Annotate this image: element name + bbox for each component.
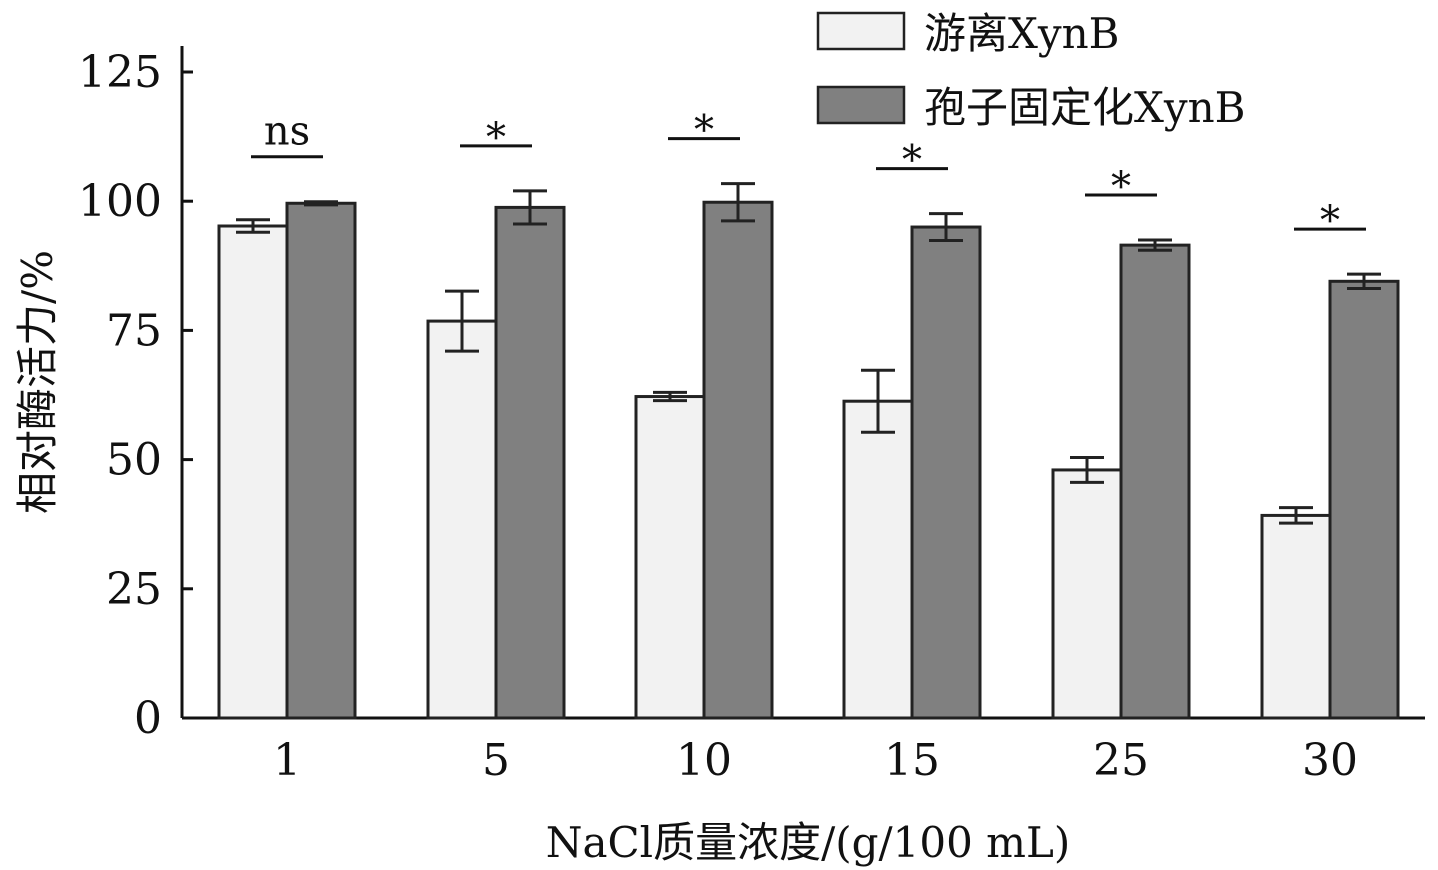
legend: 游离XynB 孢子固定化XynB (816, 9, 1246, 132)
bar-free-5 (426, 319, 498, 720)
x-tick-label: 1 (273, 735, 301, 786)
error-bar (929, 212, 963, 242)
y-tick-label: 0 (134, 693, 162, 744)
y-tick-label: 125 (78, 47, 162, 98)
legend-swatch-immobilized (816, 85, 906, 125)
significance-marker: * (460, 115, 532, 161)
bar-immobilized-5 (494, 205, 566, 720)
legend-label-free: 游离XynB (924, 9, 1120, 58)
error-bar (236, 218, 270, 234)
x-tick-label: 10 (676, 735, 732, 786)
significance-label: * (902, 138, 922, 184)
bars (217, 200, 1400, 720)
y-tick-label: 50 (106, 435, 162, 486)
error-bar (721, 182, 755, 223)
error-bar (653, 390, 687, 403)
bar-free-10 (634, 395, 706, 720)
significance-marker: * (668, 108, 740, 154)
x-axis: 1 5 10 15 25 30 (182, 716, 1425, 786)
error-bar (513, 189, 547, 226)
y-tick-label: 100 (78, 176, 162, 227)
significance-markers: ns * * * * * (251, 108, 1366, 244)
error-bar (1070, 456, 1104, 484)
error-bar (1347, 272, 1381, 291)
bar-immobilized-10 (702, 200, 774, 720)
x-tick-label: 15 (884, 735, 940, 786)
error-bar (445, 289, 479, 353)
bar-immobilized-25 (1119, 243, 1191, 720)
error-bars (236, 182, 1381, 525)
legend-label-immobilized: 孢子固定化XynB (924, 83, 1246, 132)
y-tick-label: 25 (106, 564, 162, 615)
bar-free-30 (1260, 513, 1332, 720)
significance-label: * (694, 108, 714, 154)
significance-label: * (486, 115, 506, 161)
legend-swatch-free (816, 11, 906, 51)
error-bar (861, 368, 895, 434)
bar-immobilized-30 (1328, 279, 1400, 720)
bar-immobilized-15 (910, 225, 982, 720)
bar-free-15 (842, 399, 914, 720)
significance-marker: * (1085, 164, 1157, 210)
y-axis: 0 25 50 75 100 125 (78, 46, 193, 744)
y-tick-label: 75 (106, 305, 162, 356)
significance-marker: * (876, 138, 948, 184)
significance-marker: ns (251, 109, 323, 159)
error-bar (1138, 238, 1172, 252)
significance-marker: * (1294, 198, 1366, 244)
bar-free-25 (1051, 468, 1123, 720)
bar-immobilized-1 (285, 201, 357, 720)
x-tick-label: 30 (1302, 735, 1358, 786)
error-bar (1279, 506, 1313, 525)
error-bar (304, 200, 338, 207)
significance-label: ns (264, 109, 310, 155)
x-tick-label: 25 (1093, 735, 1149, 786)
significance-label: * (1111, 164, 1131, 210)
significance-label: * (1320, 198, 1340, 244)
x-axis-title: NaCl质量浓度/(g/100 mL) (546, 818, 1071, 867)
x-tick-label: 5 (482, 735, 510, 786)
bar-free-1 (217, 224, 289, 720)
y-axis-title: 相对酶活力/% (13, 250, 62, 514)
